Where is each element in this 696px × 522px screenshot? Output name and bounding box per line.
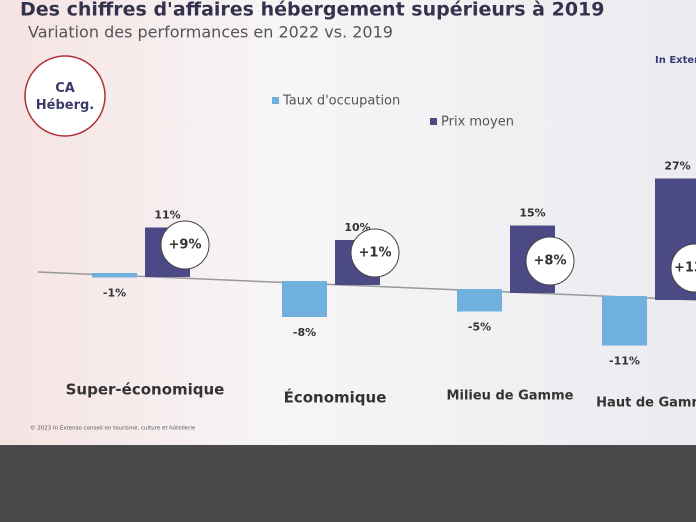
annotation-circle bbox=[525, 236, 575, 286]
value-label: 27% bbox=[664, 160, 690, 173]
value-label: -11% bbox=[609, 355, 640, 368]
annotation: +9% bbox=[169, 238, 202, 253]
x-tick-label: Super-économique bbox=[66, 381, 225, 399]
x-tick-label: Haut de Gamme bbox=[596, 396, 696, 411]
annotation-circle bbox=[350, 228, 400, 278]
footer: © 2023 In Extenso conseil en tourisme, c… bbox=[30, 425, 196, 432]
logo: In Exten bbox=[655, 55, 696, 66]
title: Des chiffres d'affaires hébergement supé… bbox=[20, 0, 605, 21]
legend-swatch bbox=[430, 118, 437, 125]
badge-circle bbox=[24, 55, 106, 137]
value-label: -1% bbox=[103, 287, 126, 300]
value-label: -8% bbox=[293, 326, 316, 339]
bar bbox=[282, 281, 327, 317]
bar bbox=[92, 273, 137, 278]
legend-label: Prix moyen bbox=[441, 115, 514, 130]
value-label: 10% bbox=[344, 221, 370, 234]
value-label: 15% bbox=[519, 207, 545, 220]
annotation-circle bbox=[670, 243, 696, 293]
slide bbox=[0, 0, 696, 445]
bar bbox=[457, 289, 502, 312]
badge: CA Héberg. bbox=[36, 81, 94, 113]
value-label: -5% bbox=[468, 321, 491, 334]
x-tick-label: Milieu de Gamme bbox=[447, 389, 574, 404]
subtitle: Variation des performances en 2022 vs. 2… bbox=[28, 23, 393, 42]
annotation: +13% bbox=[674, 261, 696, 276]
legend-label: Taux d'occupation bbox=[282, 94, 400, 109]
annotation-circle bbox=[160, 220, 210, 270]
annotation: +8% bbox=[534, 254, 567, 269]
legend-swatch bbox=[272, 97, 279, 104]
bar bbox=[602, 296, 647, 346]
annotation: +1% bbox=[359, 246, 392, 261]
x-tick-label: Économique bbox=[284, 388, 387, 407]
value-label: 11% bbox=[154, 209, 180, 222]
